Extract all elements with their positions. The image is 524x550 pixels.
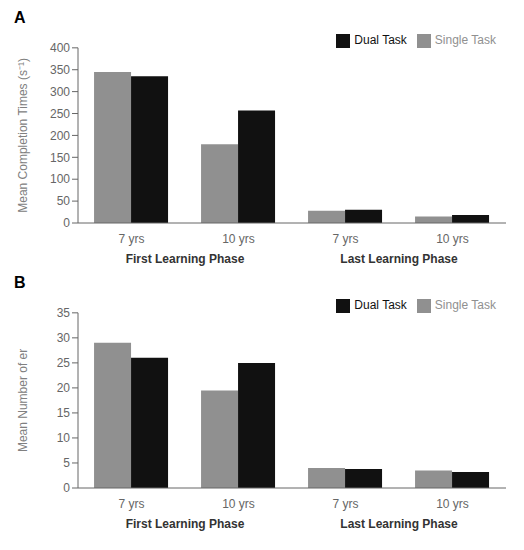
svg-text:400: 400 — [50, 41, 70, 55]
svg-text:First Learning Phase: First Learning Phase — [126, 252, 245, 266]
svg-text:200: 200 — [50, 129, 70, 143]
svg-text:10 yrs: 10 yrs — [436, 497, 469, 511]
svg-text:Mean Completion Times (s⁻¹): Mean Completion Times (s⁻¹) — [16, 58, 30, 213]
svg-text:5: 5 — [63, 456, 70, 470]
svg-text:10 yrs: 10 yrs — [222, 232, 255, 246]
svg-text:150: 150 — [50, 151, 70, 165]
svg-text:7 yrs: 7 yrs — [332, 232, 358, 246]
svg-text:250: 250 — [50, 107, 70, 121]
svg-text:0: 0 — [63, 216, 70, 230]
svg-text:350: 350 — [50, 63, 70, 77]
svg-text:10 yrs: 10 yrs — [222, 497, 255, 511]
svg-text:10 yrs: 10 yrs — [436, 232, 469, 246]
svg-text:100: 100 — [50, 172, 70, 186]
html-text:Single Task: Single Task — [434, 33, 496, 47]
html-text:B: B — [14, 274, 26, 291]
svg-text:15: 15 — [57, 406, 71, 420]
svg-text:Last Learning Phase: Last Learning Phase — [340, 517, 458, 531]
svg-text:0: 0 — [63, 481, 70, 495]
svg-text:35: 35 — [57, 306, 71, 320]
html-text:Dual Task: Dual Task — [354, 298, 407, 312]
html-text:Dual Task: Dual Task — [354, 33, 407, 47]
svg-text:7 yrs: 7 yrs — [332, 497, 358, 511]
svg-text:10: 10 — [57, 431, 71, 445]
svg-text:50: 50 — [57, 194, 71, 208]
svg-text:300: 300 — [50, 85, 70, 99]
svg-text:7 yrs: 7 yrs — [118, 232, 144, 246]
svg-text:30: 30 — [57, 331, 71, 345]
html-text:Single Task: Single Task — [434, 298, 496, 312]
svg-text:20: 20 — [57, 381, 71, 395]
svg-text:25: 25 — [57, 356, 71, 370]
svg-text:First Learning Phase: First Learning Phase — [126, 517, 245, 531]
svg-text:Last Learning Phase: Last Learning Phase — [340, 252, 458, 266]
svg-text:7 yrs: 7 yrs — [118, 497, 144, 511]
svg-text:Mean Number of er: Mean Number of er — [16, 349, 30, 452]
html-text:A: A — [14, 9, 26, 26]
